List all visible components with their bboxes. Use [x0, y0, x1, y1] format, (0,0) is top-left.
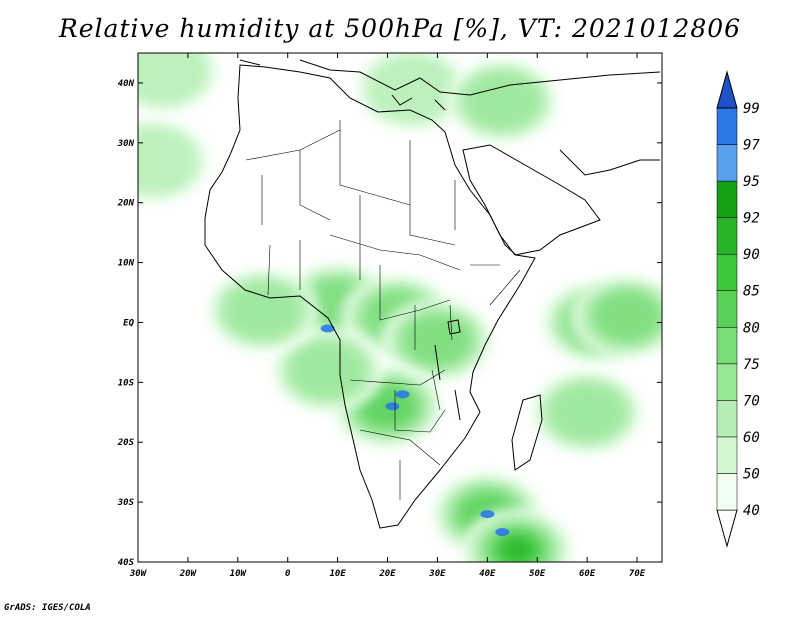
humidity-patch [289, 341, 367, 399]
lake-malawi [454, 389, 461, 421]
coastlines-and-borders [204, 59, 661, 529]
colorbar-label: 70 [743, 393, 760, 409]
colorbar-label: 40 [743, 503, 760, 519]
colorbar-label: 75 [743, 357, 760, 373]
colorbar: 40 50 60 70 75 80 85 90 92 95 97 99 [716, 70, 760, 548]
lat-tick-label: 20N [117, 199, 135, 209]
lon-tick-label: 30E [428, 569, 446, 579]
lat-tick-label: 20S [117, 438, 135, 448]
humidity-patch [503, 539, 532, 561]
saturated-spot [495, 528, 510, 537]
lon-tick-label: 20W [179, 569, 198, 579]
madagascar [511, 394, 543, 471]
lon-tick-label: 10E [329, 569, 346, 579]
lon-tick-label: 10W [230, 569, 248, 579]
colorbar-label: 85 [743, 284, 760, 300]
lake-victoria [447, 319, 461, 335]
lon-tick-label: 60E [579, 569, 596, 579]
humidity-patch [594, 292, 660, 341]
colorbar-band [716, 473, 738, 511]
lat-tick-label: 30S [117, 498, 135, 508]
saturated-spot [395, 390, 410, 399]
plot-frame [137, 52, 663, 563]
colorbar-label: 95 [743, 174, 760, 190]
colorbar-label: 60 [743, 430, 760, 446]
humidity-patch [463, 72, 541, 130]
saturated-spot [385, 402, 400, 411]
lat-tick-label: 30N [117, 139, 135, 149]
colorbar-low-arrow [716, 509, 738, 548]
country-borders [245, 120, 521, 500]
saturated-spot [320, 324, 335, 333]
colorbar-band [716, 290, 738, 328]
colorbar-label: 97 [743, 138, 760, 154]
colorbar-label: 90 [743, 247, 760, 263]
humidity-patch [138, 53, 208, 104]
colorbar-label: 99 [743, 101, 760, 117]
europe-coast [239, 59, 661, 96]
colorbar-band [716, 327, 738, 365]
colorbar-label: 80 [743, 320, 760, 336]
map-title: Relative humidity at 500hPa [%], VT: 202… [58, 14, 742, 43]
colorbar-band [716, 217, 738, 255]
lake-tanganyika [434, 344, 441, 381]
lon-tick-label: 50E [529, 569, 546, 579]
lon-tick-label: 40E [479, 569, 496, 579]
colorbar-high-arrow [716, 70, 738, 109]
colorbar-band [716, 436, 738, 474]
lat-tick-label: 40S [118, 558, 135, 568]
humidity-patch [367, 55, 458, 122]
lat-tick-label: 10S [118, 378, 135, 388]
axis-ticks: 30W 20W 10W 0 10E 20E 30E 40E 50E 60E 70E 40N 30N 20N… [117, 53, 662, 579]
mediterranean-coast [391, 94, 446, 111]
colorbar-band [716, 400, 738, 438]
colorbar-band [716, 107, 738, 145]
humidity-patch [548, 383, 626, 441]
africa-coastline [204, 64, 536, 529]
lon-tick-label: 0 [285, 569, 291, 579]
humidity-field [138, 53, 662, 562]
colorbar-label: 92 [743, 211, 760, 227]
colorbar-band [716, 363, 738, 401]
humidity-patch [405, 316, 470, 365]
lat-tick-label: 10N [118, 259, 135, 269]
lat-tick-label: EQ [123, 318, 134, 328]
humidity-patch [224, 281, 302, 339]
colorbar-band [716, 180, 738, 218]
lon-tick-label: 20E [378, 569, 396, 579]
credit-text: GrADS: IGES/COLA [4, 603, 91, 613]
arabia-coastline [462, 144, 601, 256]
persian-gulf [559, 149, 660, 176]
colorbar-band [716, 253, 738, 291]
lon-tick-label: 30W [129, 569, 148, 579]
lat-tick-label: 40N [118, 79, 135, 89]
colorbar-label: 50 [743, 466, 760, 482]
saturated-spot [480, 510, 495, 519]
colorbar-band [716, 144, 738, 182]
lon-tick-label: 70E [629, 569, 646, 579]
humidity-patch [138, 127, 198, 194]
